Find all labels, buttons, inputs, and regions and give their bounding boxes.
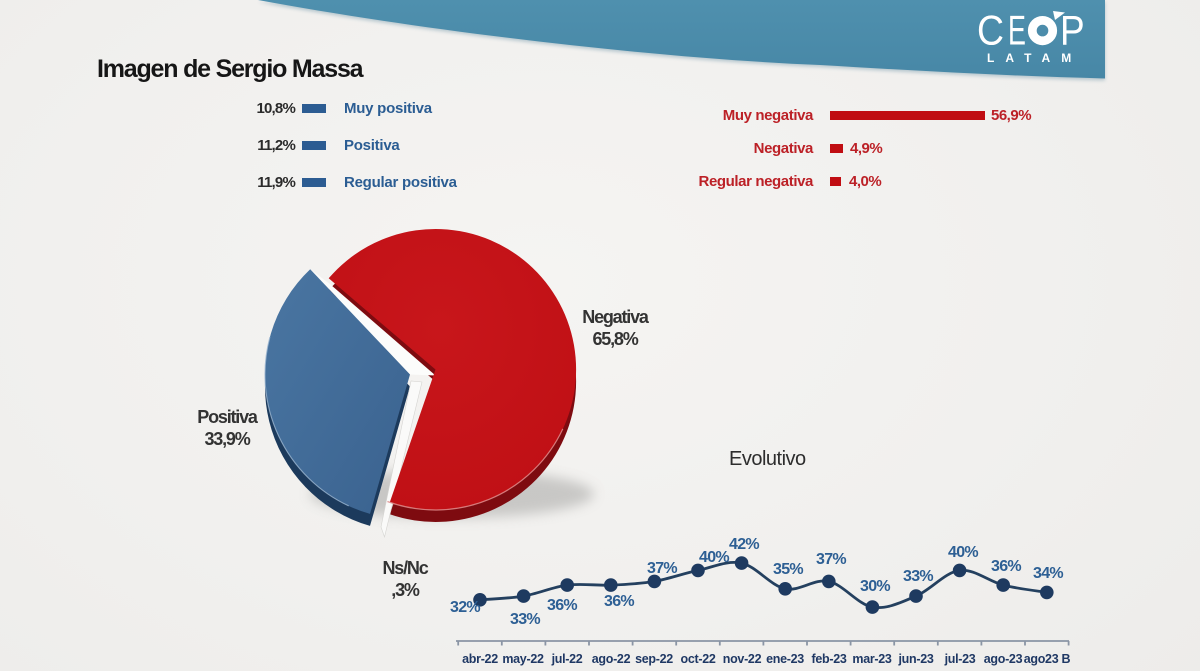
svg-text:C: C [977, 8, 1004, 54]
svg-text:E: E [1008, 8, 1026, 54]
svg-text:P: P [1060, 7, 1085, 54]
svg-text:LATAM: LATAM [987, 51, 1082, 65]
